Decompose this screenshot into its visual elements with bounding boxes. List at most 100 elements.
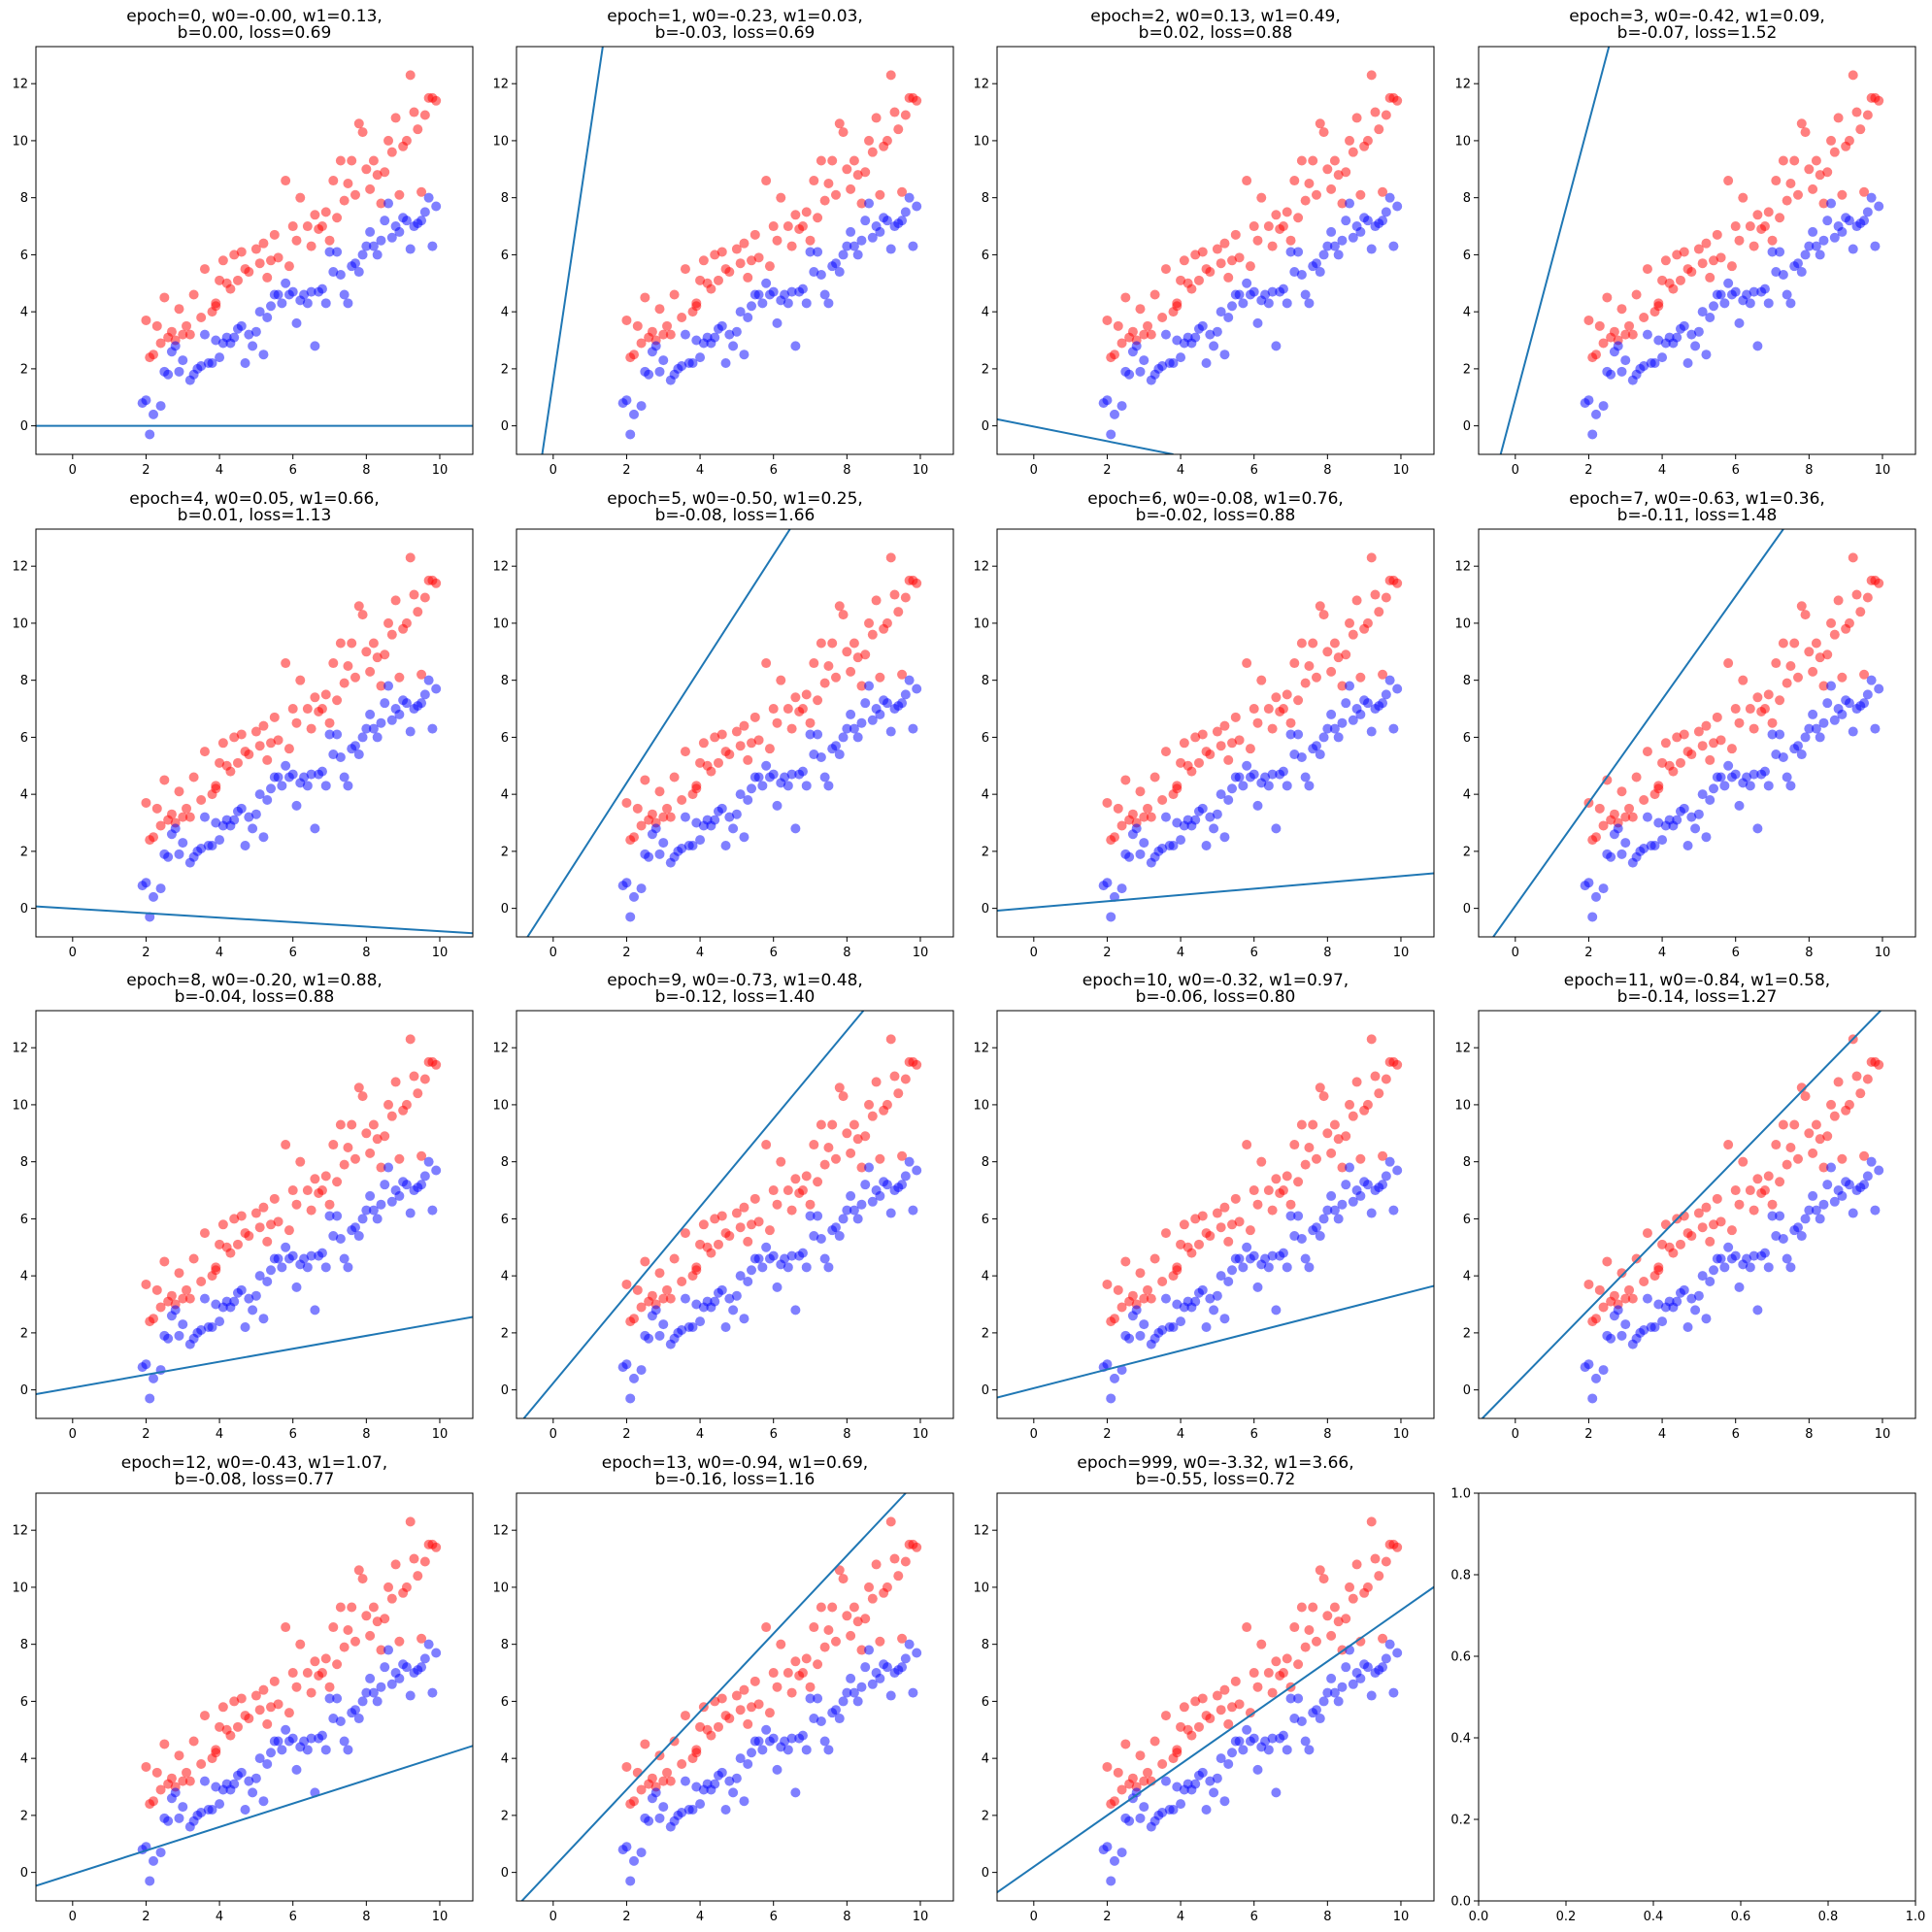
point-class-b xyxy=(1102,1842,1113,1852)
point-class-b xyxy=(141,1359,151,1370)
point-class-a xyxy=(1833,595,1844,606)
point-class-b xyxy=(768,286,779,297)
point-class-b xyxy=(809,267,819,278)
point-class-a xyxy=(324,1199,335,1210)
point-class-b xyxy=(809,1231,819,1242)
point-class-b xyxy=(1300,772,1311,783)
point-class-a xyxy=(1752,210,1763,220)
point-class-b xyxy=(834,1714,845,1724)
point-class-a xyxy=(273,252,283,263)
point-class-a xyxy=(871,113,882,123)
point-class-b xyxy=(1106,912,1116,922)
point-class-b xyxy=(1818,235,1829,246)
point-class-b xyxy=(1234,1736,1245,1747)
point-class-a xyxy=(724,267,735,278)
point-class-b xyxy=(211,1782,221,1792)
point-class-b xyxy=(1315,749,1325,760)
point-class-b xyxy=(1782,1253,1792,1264)
point-class-a xyxy=(178,329,188,340)
point-class-a xyxy=(790,1174,801,1184)
point-class-b xyxy=(816,1715,826,1726)
point-class-a xyxy=(1186,283,1197,294)
point-class-a xyxy=(1804,647,1815,657)
axes-frame xyxy=(35,1010,474,1419)
point-class-b xyxy=(1686,329,1697,340)
point-class-b xyxy=(1263,298,1274,309)
point-class-a xyxy=(1160,747,1171,757)
point-class-a xyxy=(1378,186,1388,197)
point-class-b xyxy=(254,1753,265,1764)
point-class-a xyxy=(1602,1256,1613,1267)
point-class-a xyxy=(225,766,236,777)
point-class-b xyxy=(908,1205,918,1216)
point-class-b xyxy=(1822,1180,1833,1190)
point-class-a xyxy=(1172,783,1183,794)
point-class-a xyxy=(867,629,878,640)
point-class-b xyxy=(291,1764,302,1775)
point-class-a xyxy=(636,1302,647,1313)
point-class-a xyxy=(174,304,184,315)
point-class-b xyxy=(724,329,735,340)
point-class-a xyxy=(1726,261,1737,272)
point-class-a xyxy=(1730,704,1741,715)
point-class-b xyxy=(852,732,863,743)
point-class-a xyxy=(1591,832,1602,843)
point-class-a xyxy=(852,1134,863,1145)
subplot-title: b=-0.03, loss=0.69 xyxy=(655,23,816,43)
point-class-b xyxy=(431,201,442,212)
point-class-b xyxy=(1227,1748,1238,1758)
point-class-a xyxy=(753,735,764,746)
point-class-b xyxy=(1874,201,1884,212)
y-tick-label: 8 xyxy=(982,1638,989,1652)
point-class-b xyxy=(691,817,702,828)
subplot-title: b=-0.04, loss=0.88 xyxy=(175,987,335,1007)
point-class-b xyxy=(757,1745,768,1755)
point-class-b xyxy=(250,1290,261,1301)
point-class-b xyxy=(405,1208,416,1218)
point-class-b xyxy=(350,1705,360,1715)
point-class-b xyxy=(743,313,753,323)
point-class-b xyxy=(728,823,739,834)
point-class-a xyxy=(846,666,856,677)
point-class-b xyxy=(1190,815,1201,825)
scatter-points xyxy=(1098,552,1403,922)
point-class-a xyxy=(416,1633,427,1644)
point-class-a xyxy=(1127,1290,1138,1301)
point-class-b xyxy=(211,335,221,346)
point-class-a xyxy=(306,1205,316,1216)
point-class-a xyxy=(1212,1208,1222,1218)
y-tick-label: 8 xyxy=(20,674,28,688)
y-tick-label: 2 xyxy=(20,1326,28,1341)
point-class-b xyxy=(772,317,783,328)
point-class-a xyxy=(1594,320,1605,331)
point-class-b xyxy=(816,751,826,762)
y-tick-label: 2 xyxy=(501,1809,509,1823)
point-class-a xyxy=(1242,1140,1252,1150)
x-tick-label: 10 xyxy=(913,1910,929,1924)
x-tick-label: 0.8 xyxy=(1818,1910,1839,1924)
point-class-b xyxy=(1278,283,1288,294)
point-class-b xyxy=(1311,1705,1321,1715)
point-class-b xyxy=(258,1314,269,1324)
point-class-b xyxy=(431,1648,442,1658)
point-class-a xyxy=(1642,264,1652,275)
point-class-a xyxy=(716,1211,727,1221)
point-class-a xyxy=(677,313,687,323)
point-class-b xyxy=(1106,429,1116,440)
subplot: epoch=7, w0=-0.63, w1=0.36,b=-0.11, loss… xyxy=(1454,489,1916,960)
point-class-a xyxy=(739,720,749,731)
point-class-a xyxy=(677,1277,687,1287)
point-class-b xyxy=(1719,781,1730,791)
point-class-a xyxy=(838,1091,849,1102)
point-class-b xyxy=(797,283,808,294)
point-class-a xyxy=(1282,207,1292,217)
point-class-a xyxy=(1362,617,1373,628)
point-class-a xyxy=(416,186,427,197)
point-class-b xyxy=(170,1305,181,1316)
point-class-a xyxy=(380,1131,390,1142)
point-class-b xyxy=(1341,216,1351,226)
point-class-b xyxy=(1304,1745,1315,1755)
point-class-b xyxy=(141,878,151,888)
point-class-b xyxy=(250,326,261,337)
point-class-a xyxy=(1627,1293,1638,1304)
